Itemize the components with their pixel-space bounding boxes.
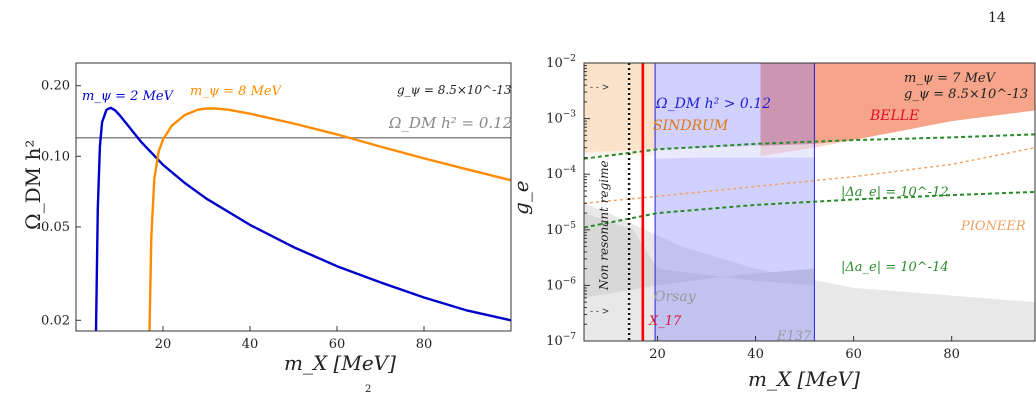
region-sindrum (584, 63, 656, 156)
y-tick-label: 0.02 (41, 313, 70, 328)
y-tick-label: 0.20 (41, 79, 70, 94)
label-relic: Ω_DM h² = 0.12 (388, 114, 512, 132)
caption-fragment: 2 (365, 384, 372, 395)
label-mpsi-8: m_ψ = 8 MeV (190, 84, 283, 99)
left-frame (75, 62, 512, 332)
label-nonresonant: Non resonant regime (597, 160, 611, 291)
x-tick-label: 40 (747, 347, 764, 362)
label-omega-band: Ω_DM h² > 0.12 (655, 96, 771, 112)
y-tick-label: 10−5 (546, 221, 576, 238)
right-x-label: m_X [MeV] (748, 367, 860, 391)
label-sindrum: SINDRUM (653, 118, 729, 134)
arrow-top: - - > (590, 83, 609, 93)
y-tick-label: 10−3 (546, 110, 576, 127)
label-gpsi-right: g_ψ = 8.5×10^-13 (904, 87, 1028, 102)
right-frame (583, 62, 1036, 342)
x-tick-label: 80 (416, 337, 433, 352)
right-y-axis: 10−7 10−6 10−5 10−4 10−3 10−2 (546, 54, 590, 349)
label-belle: BELLE (869, 108, 919, 124)
arrow-bottom: - - > (590, 307, 609, 317)
x-tick-label: 20 (649, 347, 666, 362)
x-tick-label: 20 (155, 337, 172, 352)
region-belle (760, 63, 1035, 157)
left-x-label: m_X [MeV] (284, 351, 396, 375)
label-e137: E137 (776, 329, 812, 344)
right-plot-area (584, 63, 1035, 341)
label-orsay: Orsay (654, 289, 697, 305)
page-number: 14 (988, 10, 1006, 26)
series-line-0 (94, 106, 511, 331)
x-tick-label: 40 (242, 337, 259, 352)
y-tick-label: 10−7 (546, 332, 576, 349)
x-tick-label: 60 (845, 347, 862, 362)
y-tick-label: 10−6 (546, 276, 576, 293)
region-swoosh (584, 121, 1035, 160)
series-line-1 (148, 107, 511, 331)
left-chart: 20 40 60 80 0.02 0.05 0.10 0.20 m_X [MeV] Ω_DM… (21, 62, 512, 375)
left-y-axis: 0.02 0.05 0.10 0.20 (41, 79, 81, 328)
right-y-label: g_e (509, 180, 533, 215)
right-x-axis: 20 40 60 80 (649, 336, 960, 362)
y-tick-label: 10−4 (546, 165, 576, 182)
region-omega-band (655, 63, 815, 341)
y-tick-label: 10−2 (546, 54, 576, 71)
right-chart: 20 40 60 80 10−7 10−6 10−5 10−4 10−3 10−2 m_X [M… (509, 54, 1036, 391)
left-y-label: Ω_DM h² (21, 140, 45, 230)
y-tick-label: 0.10 (41, 149, 70, 164)
label-mpsi-7: m_ψ = 7 MeV (904, 71, 997, 86)
label-x17: X_17 (648, 314, 682, 329)
label-mpsi-2: m_ψ = 2 MeV (82, 89, 175, 104)
x-tick-label: 60 (329, 337, 346, 352)
label-ae-14: |Δa_e| = 10^-14 (841, 260, 949, 275)
dashed-curve-2 (584, 147, 1035, 204)
label-ae-12: |Δa_e| = 10^-12 (841, 185, 949, 200)
region-e137 (584, 203, 1035, 341)
label-pioneer: PIONEER (960, 219, 1026, 234)
y-tick-label: 0.05 (41, 220, 70, 235)
left-plot-area (76, 106, 511, 331)
left-x-axis: 20 40 60 80 (155, 326, 433, 352)
x-tick-label: 80 (943, 347, 960, 362)
label-gpsi-left: g_ψ = 8.5×10^-13 (397, 83, 512, 97)
